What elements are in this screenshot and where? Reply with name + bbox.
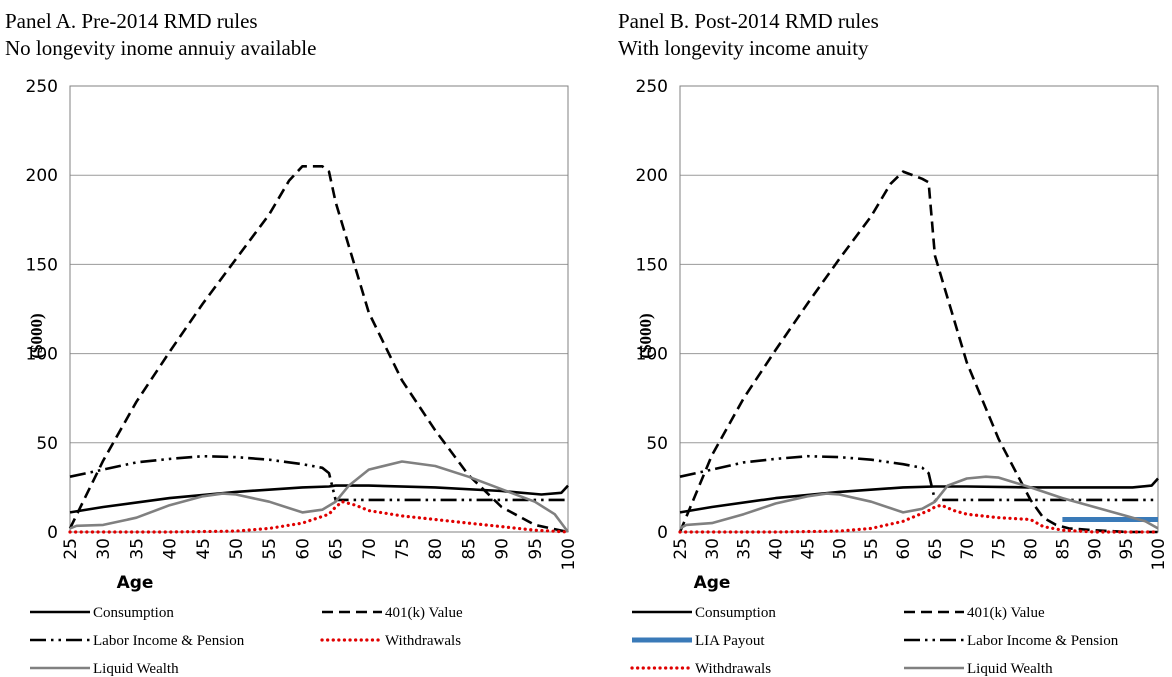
legend-label: Labor Income & Pension (967, 633, 1119, 649)
legend-label: Withdrawals (385, 633, 461, 649)
x-tick-label: 75 (990, 538, 1010, 560)
x-tick-label: 90 (493, 538, 513, 560)
x-tick-label: 25 (61, 538, 81, 560)
x-tick-label: 85 (1053, 538, 1073, 560)
series-line-liquid-wealth (69, 460, 570, 533)
series-line-withdrawals (68, 500, 570, 534)
x-tick-label: 50 (830, 538, 850, 560)
legend-label: Consumption (695, 605, 776, 621)
chart-panel-b: Panel B. Post-2014 RMD rules With longevi… (618, 9, 1169, 677)
x-tick-label: 70 (958, 538, 978, 560)
chart-subtitle: No longevity inome annuiy available (5, 36, 316, 60)
series-line-401-k-value (68, 165, 569, 534)
x-tick-label: 75 (393, 538, 413, 560)
x-tick-label: 25 (671, 538, 691, 560)
series-line-liquid-wealth (679, 475, 1159, 530)
x-tick-label: 55 (260, 538, 280, 560)
chart-panel-a: Panel A. Pre-2014 RMD rules No longevity … (5, 9, 579, 677)
legend-label: 401(k) Value (385, 605, 463, 621)
x-tick-label: 50 (227, 538, 247, 560)
y-tick-label: 100 (636, 345, 668, 365)
x-tick-label: 95 (1117, 538, 1137, 560)
x-tick-label: 65 (327, 538, 347, 560)
chart-subtitle: With longevity income anuity (618, 36, 869, 60)
y-tick-label: 0 (657, 523, 668, 543)
series-line-labor-income-pension (679, 454, 1158, 502)
x-tick-label: 85 (459, 538, 479, 560)
y-tick-label: 0 (47, 523, 58, 543)
x-tick-label: 100 (1149, 538, 1169, 570)
legend-label: Liquid Wealth (93, 661, 179, 677)
legend-label: Liquid Wealth (967, 661, 1053, 677)
chart-title: Panel A. Pre-2014 RMD rules (5, 9, 258, 33)
y-tick-label: 100 (26, 345, 58, 365)
x-tick-label: 40 (767, 538, 787, 560)
x-tick-label: 70 (360, 538, 380, 560)
series-line-401-k-value (678, 170, 1158, 534)
series-line-consumption (679, 477, 1159, 514)
x-tick-label: 35 (127, 538, 147, 560)
legend-label: 401(k) Value (967, 605, 1045, 621)
y-tick-label: 200 (26, 166, 58, 186)
y-tick-label: 200 (636, 166, 668, 186)
x-tick-label: 65 (926, 538, 946, 560)
x-tick-label: 55 (862, 538, 882, 560)
legend-label: Labor Income & Pension (93, 633, 245, 649)
y-axis-label: ($000) (636, 313, 655, 358)
legend-label: Consumption (93, 605, 174, 621)
x-tick-label: 80 (1022, 538, 1042, 560)
y-tick-label: 50 (36, 434, 58, 454)
series-line-consumption (69, 484, 569, 514)
x-tick-label: 30 (703, 538, 723, 560)
legend-label: Withdrawals (695, 661, 771, 677)
x-axis-label: Age (694, 573, 731, 593)
chart-title: Panel B. Post-2014 RMD rules (618, 9, 879, 33)
x-tick-label: 95 (526, 538, 546, 560)
x-tick-label: 80 (426, 538, 446, 560)
x-tick-label: 100 (559, 538, 579, 570)
x-tick-label: 90 (1085, 538, 1105, 560)
plot-area (69, 85, 569, 533)
x-tick-label: 60 (293, 538, 313, 560)
x-tick-label: 35 (735, 538, 755, 560)
x-tick-label: 45 (194, 538, 214, 560)
x-tick-label: 40 (161, 538, 181, 560)
y-tick-label: 50 (646, 434, 668, 454)
x-tick-label: 45 (798, 538, 818, 560)
x-tick-label: 60 (894, 538, 914, 560)
y-tick-label: 250 (26, 77, 58, 97)
y-axis-label: ($000) (27, 313, 46, 358)
plot-area (679, 85, 1159, 533)
series-line-labor-income-pension (69, 454, 568, 502)
y-tick-label: 150 (636, 255, 668, 275)
series-line-withdrawals (678, 503, 1160, 534)
legend-label: LIA Payout (695, 633, 765, 649)
y-tick-label: 250 (636, 77, 668, 97)
x-axis-label: Age (117, 573, 154, 593)
y-tick-label: 150 (26, 255, 58, 275)
x-tick-label: 30 (94, 538, 114, 560)
